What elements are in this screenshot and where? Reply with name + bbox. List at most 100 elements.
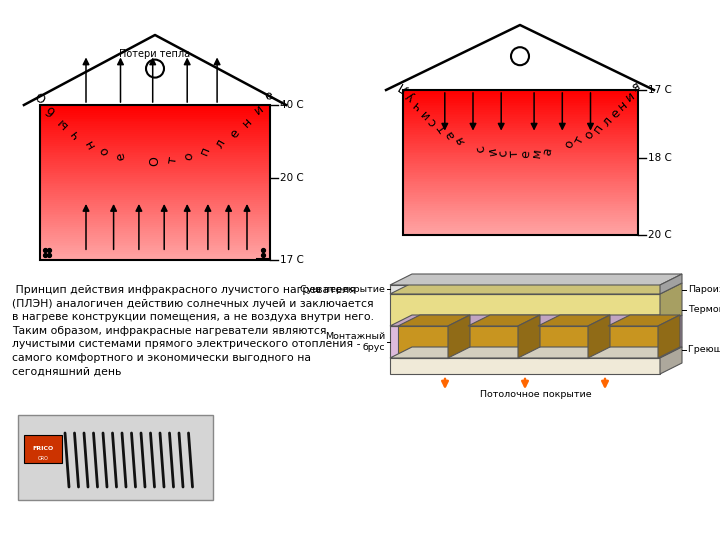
Bar xyxy=(402,97,637,99)
Bar xyxy=(402,103,637,105)
Text: т: т xyxy=(165,156,179,165)
Text: Суш перекрытие: Суш перекрытие xyxy=(300,285,385,294)
Bar xyxy=(40,246,270,248)
Bar xyxy=(402,133,637,136)
Text: н: н xyxy=(616,98,631,113)
Text: б: б xyxy=(44,102,58,117)
Bar xyxy=(402,233,637,235)
Bar xyxy=(40,146,270,147)
Text: л: л xyxy=(213,137,228,150)
Bar xyxy=(402,206,637,208)
Bar xyxy=(402,230,637,231)
Bar xyxy=(402,220,637,222)
Bar xyxy=(40,213,270,215)
Polygon shape xyxy=(390,358,660,374)
Bar xyxy=(402,195,637,197)
Bar xyxy=(402,146,637,148)
Bar xyxy=(40,186,270,188)
Bar xyxy=(40,245,270,246)
Bar xyxy=(40,202,270,204)
Bar xyxy=(402,215,637,217)
Text: т: т xyxy=(572,134,587,146)
Bar xyxy=(40,130,270,132)
Bar xyxy=(24,435,62,463)
Bar xyxy=(402,144,637,146)
Text: и: и xyxy=(417,106,432,121)
Polygon shape xyxy=(390,294,660,326)
Bar xyxy=(40,177,270,179)
Bar xyxy=(402,202,637,204)
Bar xyxy=(402,90,637,92)
Bar xyxy=(402,105,637,106)
Bar xyxy=(402,183,637,184)
Text: Л: Л xyxy=(397,79,411,95)
Bar xyxy=(40,136,270,138)
Bar xyxy=(402,136,637,137)
Bar xyxy=(402,96,637,97)
Bar xyxy=(402,137,637,139)
Polygon shape xyxy=(658,315,680,358)
Text: н: н xyxy=(240,115,255,130)
Bar xyxy=(402,175,637,177)
Bar xyxy=(40,153,270,156)
Bar xyxy=(402,148,637,150)
Text: о: о xyxy=(97,145,112,157)
Bar xyxy=(40,198,270,200)
Bar xyxy=(40,171,270,173)
Bar xyxy=(402,117,637,119)
Bar xyxy=(40,114,270,117)
Bar xyxy=(40,248,270,251)
Polygon shape xyxy=(538,326,588,358)
Bar xyxy=(40,105,270,260)
Bar xyxy=(402,119,637,121)
Bar xyxy=(402,124,637,126)
Bar xyxy=(402,213,637,215)
Bar xyxy=(40,227,270,229)
Bar xyxy=(402,228,637,230)
Text: м: м xyxy=(530,147,544,158)
Text: Греющая фольга: Греющая фольга xyxy=(688,346,720,354)
Bar xyxy=(40,235,270,237)
Bar xyxy=(402,219,637,220)
Text: Монтажный
брус: Монтажный брус xyxy=(325,332,385,352)
Bar xyxy=(40,126,270,128)
Bar xyxy=(40,152,270,153)
Text: е: е xyxy=(608,106,623,121)
Bar xyxy=(40,144,270,146)
Text: 20 C: 20 C xyxy=(280,173,304,183)
Bar xyxy=(402,184,637,186)
Text: я: я xyxy=(629,79,642,94)
Text: п: п xyxy=(197,145,212,158)
Bar xyxy=(402,197,637,199)
Bar xyxy=(402,164,637,166)
Text: п: п xyxy=(591,121,606,136)
Text: О: О xyxy=(34,87,49,104)
Bar xyxy=(402,192,637,193)
Bar xyxy=(40,229,270,231)
Polygon shape xyxy=(468,326,518,358)
Bar xyxy=(40,140,270,142)
Polygon shape xyxy=(588,315,610,358)
Text: ORO: ORO xyxy=(37,456,48,462)
Bar xyxy=(402,200,637,202)
Text: 17 C: 17 C xyxy=(647,85,671,95)
Bar xyxy=(402,193,637,195)
Bar xyxy=(40,188,270,190)
Text: я: я xyxy=(453,134,468,146)
Bar xyxy=(402,168,637,170)
Bar xyxy=(40,179,270,180)
Text: Потолочное покрытие: Потолочное покрытие xyxy=(480,390,592,399)
Bar xyxy=(40,150,270,152)
Bar xyxy=(40,113,270,114)
Text: 40 C: 40 C xyxy=(280,100,304,110)
Bar xyxy=(40,200,270,202)
Text: и: и xyxy=(485,146,500,157)
Text: и: и xyxy=(252,102,266,117)
Bar xyxy=(40,123,270,124)
Polygon shape xyxy=(660,347,682,374)
Bar xyxy=(40,183,270,185)
Bar xyxy=(402,217,637,219)
Bar xyxy=(402,143,637,144)
Bar xyxy=(402,159,637,161)
Bar xyxy=(402,156,637,157)
